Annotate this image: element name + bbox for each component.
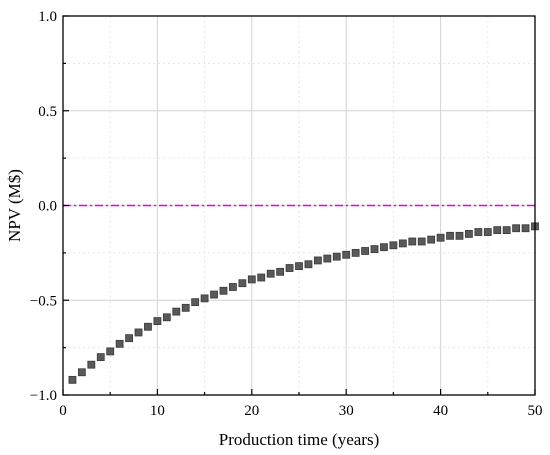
data-point (257, 273, 266, 282)
data-point (238, 279, 247, 288)
y-tick-label: −1.0 (30, 388, 57, 404)
data-point (304, 260, 313, 269)
data-point (521, 224, 530, 233)
data-point (115, 339, 124, 348)
x-tick-label: 50 (528, 403, 543, 419)
data-point (332, 252, 341, 261)
data-point (483, 228, 492, 236)
data-point (446, 231, 454, 240)
data-point (77, 368, 86, 377)
data-point (380, 243, 388, 252)
data-point (229, 283, 237, 291)
y-tick-label: 0.0 (38, 199, 57, 215)
data-point (210, 290, 218, 299)
data-point (125, 334, 133, 343)
data-point (427, 235, 436, 244)
data-point (247, 275, 256, 284)
data-point (398, 239, 407, 248)
data-point (144, 322, 152, 331)
y-axis-title: NPV (M$) (5, 169, 24, 242)
x-tick-label: 20 (244, 403, 259, 419)
data-point (134, 328, 143, 337)
data-point (96, 353, 105, 362)
data-point (389, 241, 398, 250)
y-tick-label: 1.0 (38, 9, 57, 25)
x-tick-label: 0 (59, 403, 67, 419)
y-tick-labels: −1.0 −0.5 0.0 0.5 1.0 (30, 9, 57, 404)
data-point (181, 303, 190, 312)
x-tick-label: 30 (339, 403, 354, 419)
data-point (455, 231, 464, 240)
data-point (436, 233, 445, 242)
data-point (370, 245, 379, 253)
x-tick-label: 10 (150, 403, 165, 419)
y-tick-label: 0.5 (38, 104, 57, 120)
data-point (285, 264, 294, 272)
data-point (162, 313, 171, 322)
data-point (200, 294, 209, 303)
data-point (87, 360, 96, 369)
data-point (153, 317, 162, 325)
data-point (502, 226, 511, 235)
data-markers (68, 222, 539, 384)
data-point (191, 298, 200, 307)
data-point (295, 262, 303, 271)
data-point (474, 228, 483, 236)
data-point (417, 237, 426, 246)
data-point (408, 237, 417, 246)
x-axis-title: Production time (years) (219, 430, 380, 449)
tick-layer (62, 15, 536, 396)
y-tick-label: −0.5 (30, 293, 57, 309)
data-point (106, 347, 115, 356)
data-point (172, 307, 181, 316)
data-point (493, 226, 502, 235)
data-point (512, 224, 521, 233)
data-point (323, 254, 332, 263)
x-tick-label: 40 (433, 403, 448, 419)
data-point (313, 256, 322, 265)
data-point (68, 375, 77, 384)
data-point (276, 267, 285, 276)
data-point (266, 269, 275, 278)
data-point (219, 286, 228, 295)
data-point (351, 248, 360, 257)
data-point (342, 250, 351, 259)
data-point (465, 230, 473, 238)
x-tick-labels: 0 10 20 30 40 50 (59, 403, 542, 419)
data-point (361, 247, 369, 255)
